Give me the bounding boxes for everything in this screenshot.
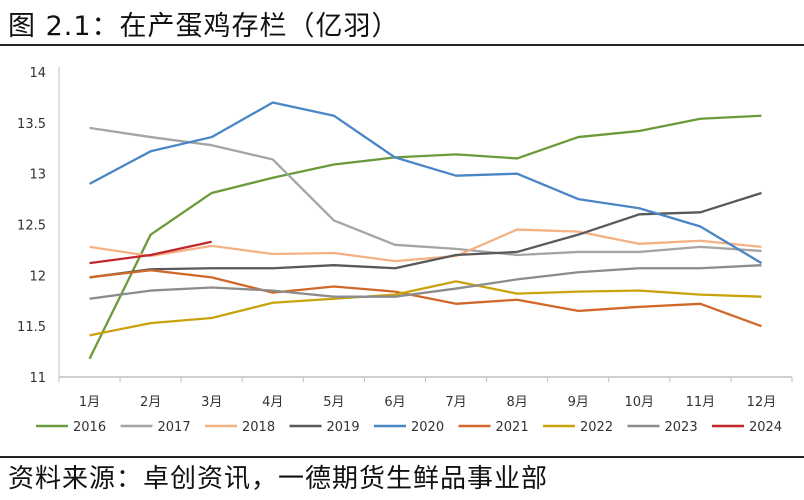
legend-label: 2016 [73,420,106,435]
line-chart: 11 11.5 12 12.5 13 13.5 14 1月 2月 3月 4月 5月 6月 7月 8月 9月 10… [17,66,793,435]
legend-label: 2024 [749,420,782,435]
legend-label: 2018 [242,420,275,435]
series-line-2021 [89,269,762,328]
source-divider [0,456,804,458]
series-line-2019 [89,191,762,279]
figure-title: 图 2.1：在产蛋鸡存栏（亿羽） [8,11,400,42]
y-tick-label: 11 [29,371,46,386]
legend-label: 2023 [665,420,698,435]
x-tick-label: 8月 [506,395,527,410]
x-tick-label: 1月 [79,395,100,410]
series-line-2023 [89,264,762,300]
y-tick-label: 14 [29,66,46,81]
series-line-2020 [89,101,763,265]
series-line-2018 [89,228,762,263]
y-tick-label: 13.5 [17,117,46,132]
legend-label: 2020 [411,420,444,435]
x-tick-label: 4月 [262,395,283,410]
x-tick-label: 7月 [445,395,466,410]
title-divider [0,44,804,46]
x-tick-label: 6月 [384,395,405,410]
series-line-2024 [89,240,212,265]
legend-label: 2021 [496,420,529,435]
series-line-2022 [89,280,762,337]
y-tick-label: 12.5 [17,219,46,234]
x-tick-label: 10月 [625,395,655,410]
x-tick-label: 11月 [686,395,716,410]
series-line-2017 [89,126,762,257]
x-tick-label: 9月 [568,395,589,410]
x-tick-label: 12月 [747,395,777,410]
legend-label: 2019 [327,420,360,435]
legend-label: 2017 [158,420,191,435]
y-tick-label: 11.5 [17,320,46,335]
series-line-2016 [88,114,762,360]
x-tick-label: 3月 [201,395,222,410]
x-tick-label: 2月 [140,395,161,410]
legend-label: 2022 [580,420,613,435]
y-tick-label: 13 [29,168,46,183]
y-tick-label: 12 [29,269,46,284]
x-tick-label: 5月 [323,395,344,410]
source-note: 资料来源：卓创资讯，一德期货生鲜品事业部 [8,464,549,494]
